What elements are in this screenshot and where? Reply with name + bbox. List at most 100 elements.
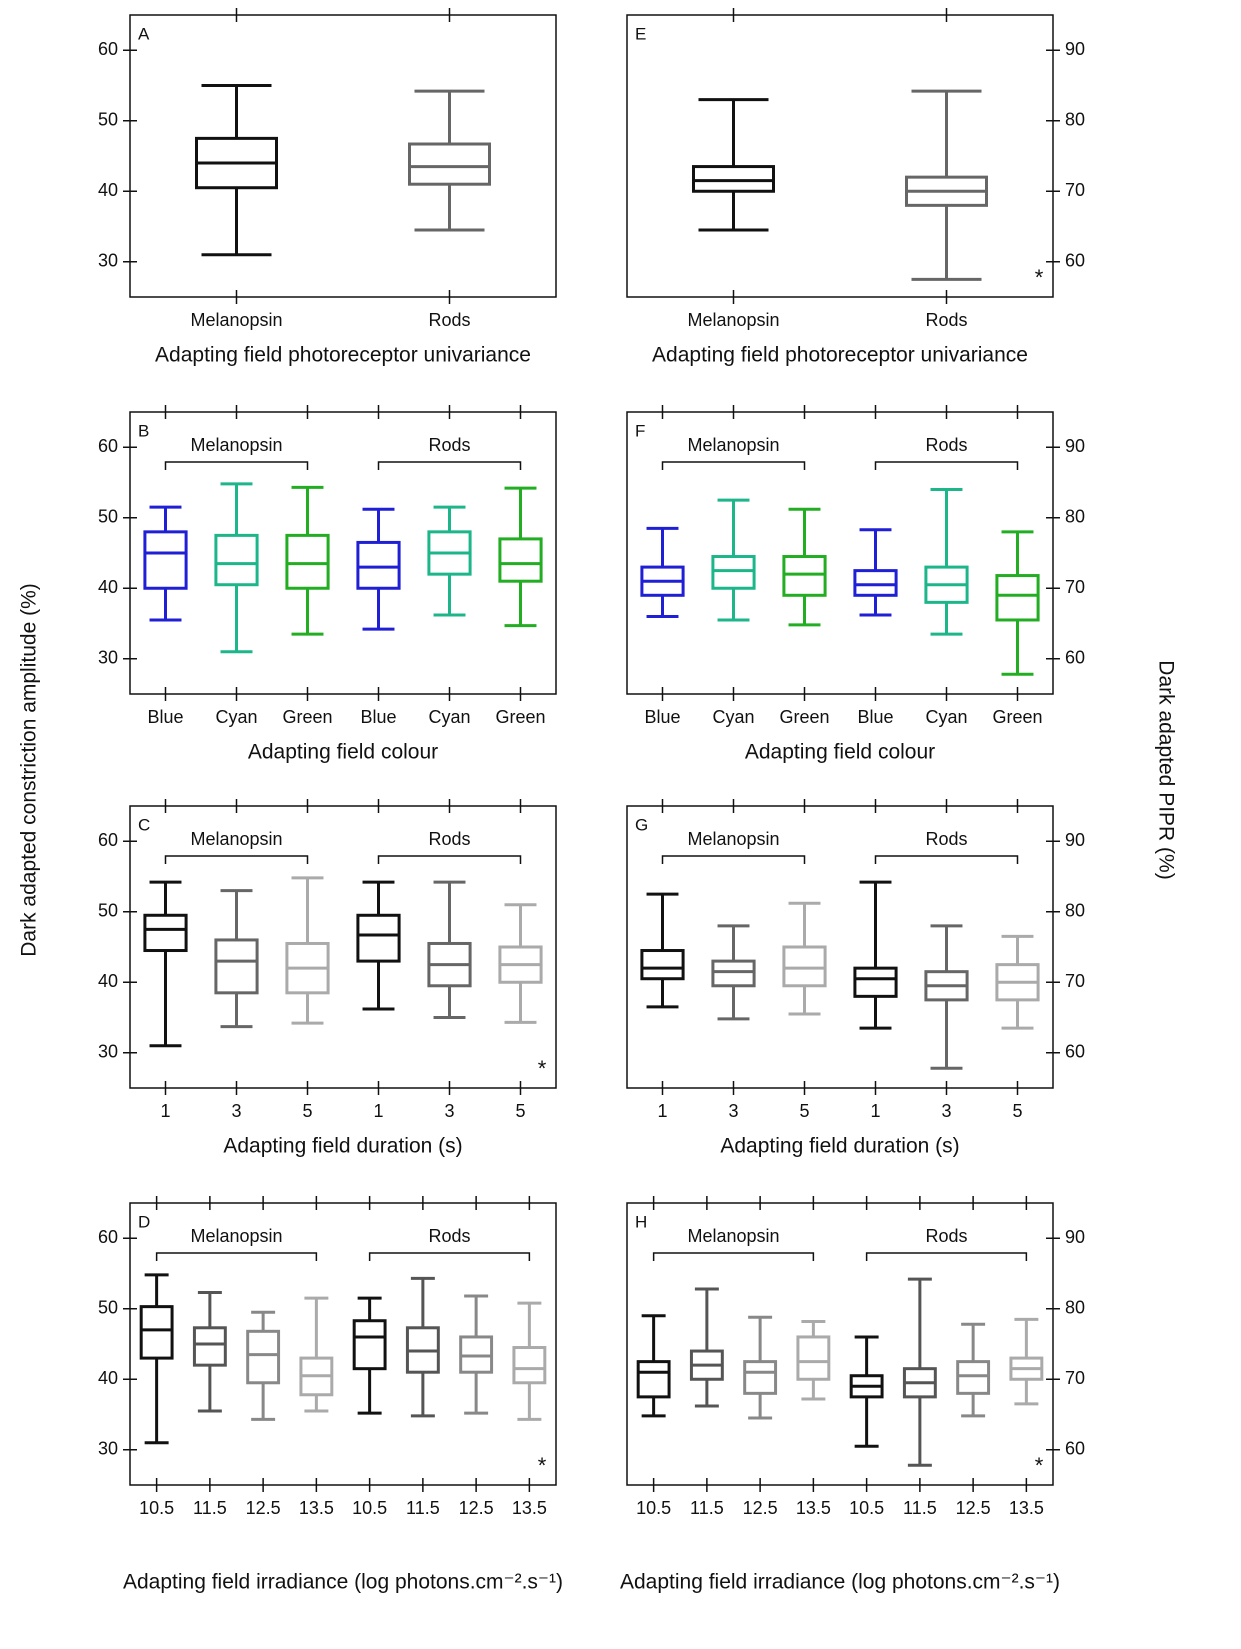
box	[853, 966, 898, 998]
box	[853, 569, 898, 597]
y-tick-label: 90	[1065, 830, 1085, 850]
y-tick-label: 80	[1065, 1298, 1085, 1318]
x-tick-label: Melanopsin	[687, 310, 779, 330]
x-tick-label: 5	[1012, 1101, 1022, 1121]
y-tick-label: 60	[98, 436, 118, 456]
y-tick-label: 60	[1065, 251, 1085, 271]
panel-label: A	[138, 24, 150, 43]
x-tick-label: Melanopsin	[190, 310, 282, 330]
annotation: *	[538, 1453, 547, 1478]
y-tick-label: 30	[98, 1439, 118, 1459]
y-axis-label: Dark adapted constriction amplitude (%)	[18, 583, 41, 957]
y-tick-label: 30	[98, 648, 118, 668]
plot-frame	[129, 805, 557, 1089]
plot-frame	[129, 14, 557, 298]
box	[498, 537, 543, 583]
x-tick-label: 1	[160, 1101, 170, 1121]
x-axis-label: Adapting field colour	[745, 741, 935, 764]
x-tick-label: 12.5	[743, 1498, 778, 1518]
x-axis-label: Adapting field photoreceptor univariance	[155, 344, 531, 367]
annotation: *	[538, 1056, 547, 1081]
group-label: Rods	[428, 829, 470, 849]
box	[711, 959, 756, 988]
panel-label: B	[138, 421, 149, 440]
x-tick-label: 1	[870, 1101, 880, 1121]
y-tick-label: 30	[98, 251, 118, 271]
panel-label: F	[635, 421, 645, 440]
x-tick-label: Blue	[857, 707, 893, 727]
group-bracket	[164, 461, 309, 470]
box	[711, 555, 756, 590]
y-tick-label: 50	[98, 1298, 118, 1318]
x-tick-label: 5	[799, 1101, 809, 1121]
group-label: Melanopsin	[190, 435, 282, 455]
x-tick-label: 10.5	[636, 1498, 671, 1518]
plot-frame	[129, 1202, 557, 1486]
box	[512, 1346, 547, 1385]
group-label: Rods	[428, 1226, 470, 1246]
box	[956, 1360, 991, 1395]
x-tick-label: Cyan	[712, 707, 754, 727]
x-tick-label: 10.5	[352, 1498, 387, 1518]
panel-label: G	[635, 815, 648, 834]
box	[143, 530, 188, 590]
x-tick-label: 11.5	[406, 1498, 440, 1518]
y-tick-label: 90	[1065, 1227, 1085, 1247]
x-tick-label: Green	[992, 707, 1042, 727]
y-tick-label: 60	[98, 1227, 118, 1247]
x-tick-label: Cyan	[925, 707, 967, 727]
group-bracket	[874, 855, 1019, 864]
y-tick-label: 50	[98, 110, 118, 130]
y-tick-label: 40	[98, 971, 118, 991]
x-tick-label: Rods	[925, 310, 967, 330]
box	[139, 1305, 174, 1360]
group-label: Melanopsin	[687, 829, 779, 849]
x-tick-label: Cyan	[428, 707, 470, 727]
annotation: *	[1035, 265, 1044, 290]
plot-frame	[129, 411, 557, 695]
panel-label: E	[635, 24, 646, 43]
x-tick-label: 3	[728, 1101, 738, 1121]
group-bracket	[865, 1252, 1028, 1261]
x-tick-label: 12.5	[246, 1498, 281, 1518]
box	[408, 142, 491, 186]
y-tick-label: 70	[1065, 180, 1085, 200]
panel-label: D	[138, 1212, 150, 1231]
box	[782, 945, 827, 988]
group-bracket	[377, 461, 522, 470]
x-tick-label: 11.5	[903, 1498, 937, 1518]
x-tick-label: 3	[444, 1101, 454, 1121]
plot-frame	[626, 411, 1054, 695]
plot-frame	[626, 1202, 1054, 1486]
x-tick-label: Cyan	[215, 707, 257, 727]
group-bracket	[874, 461, 1019, 470]
x-tick-label: Green	[282, 707, 332, 727]
group-bracket	[164, 855, 309, 864]
x-axis-label: Adapting field colour	[248, 741, 438, 764]
y-tick-label: 70	[1065, 971, 1085, 991]
x-axis-label: Adapting field photoreceptor univariance	[652, 344, 1028, 367]
x-tick-label: 10.5	[139, 1498, 174, 1518]
y-tick-label: 50	[98, 901, 118, 921]
x-tick-label: Blue	[644, 707, 680, 727]
box	[356, 540, 401, 590]
y-tick-label: 70	[1065, 1368, 1085, 1388]
x-tick-label: Green	[495, 707, 545, 727]
box	[143, 913, 188, 953]
panel-label: C	[138, 815, 150, 834]
group-bracket	[652, 1252, 815, 1261]
x-tick-label: 11.5	[193, 1498, 227, 1518]
x-tick-label: 13.5	[796, 1498, 831, 1518]
y-tick-label: 40	[98, 180, 118, 200]
box	[285, 533, 330, 590]
y-tick-label: 30	[98, 1042, 118, 1062]
x-axis-label: Adapting field irradiance (log photons.c…	[123, 1571, 563, 1594]
box	[796, 1335, 831, 1381]
x-tick-label: 1	[657, 1101, 667, 1121]
box	[995, 574, 1040, 622]
group-bracket	[155, 1252, 318, 1261]
group-bracket	[368, 1252, 531, 1261]
box	[743, 1360, 778, 1395]
box	[356, 913, 401, 963]
group-label: Melanopsin	[687, 1226, 779, 1246]
